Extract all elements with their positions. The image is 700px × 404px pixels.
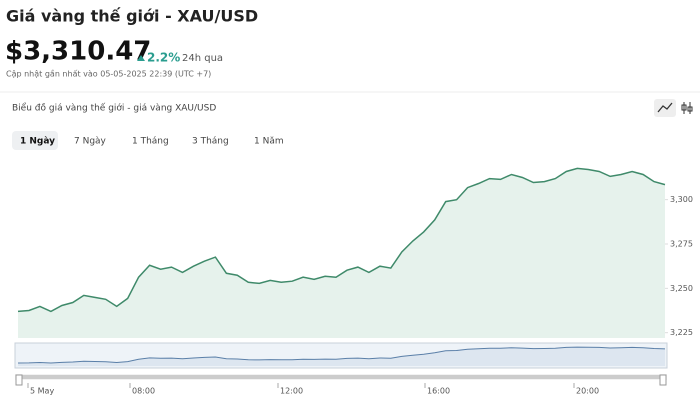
navigator-line: [17, 346, 666, 364]
navigator-label: 16:00: [427, 387, 450, 396]
up-arrow: [137, 55, 145, 61]
candle-icon[interactable]: [681, 102, 693, 114]
tab[interactable]: 1 Tháng: [132, 137, 169, 147]
navigator-label: 5 May: [30, 387, 54, 396]
navigator-label: 12:00: [280, 387, 303, 396]
navigator-label: 20:00: [576, 387, 599, 396]
tab[interactable]: 1 Năm: [254, 137, 284, 147]
card-title: Biểu đồ giá vàng thế giới - giá vàng XAU…: [12, 103, 216, 114]
period: 24h qua: [182, 53, 223, 64]
page-title: Giá vàng thế giới - XAU/USD: [6, 7, 258, 26]
tab-active-bg[interactable]: [12, 131, 58, 150]
line-icon[interactable]: [657, 102, 673, 113]
scrollbar-thumb[interactable]: [16, 375, 666, 379]
handle-right[interactable]: [659, 374, 667, 386]
y-tick-label: 3,225: [670, 328, 693, 337]
navigator-area: [18, 347, 665, 366]
chart: 3,225 3,250 3,275 3,300: [17, 167, 693, 338]
tab[interactable]: 3 Tháng: [192, 137, 229, 147]
y-tick-label: 3,275: [670, 240, 693, 249]
y-tick-label: 3,250: [670, 284, 693, 293]
tabs: 1 Ngày 7 Ngày 1 Tháng 3 Tháng 1 Năm: [12, 131, 284, 150]
navigator-label: 08:00: [132, 387, 155, 396]
chart-type-icons[interactable]: [654, 99, 693, 117]
updated: Cập nhật gần nhất vào 05-05-2025 22:39 (…: [6, 69, 211, 80]
area: [18, 168, 665, 338]
y-tick-label: 3,300: [670, 195, 693, 204]
change: 2.2%: [147, 51, 180, 65]
tab[interactable]: 7 Ngày: [74, 137, 107, 147]
tab[interactable]: 1 Ngày: [20, 137, 55, 147]
price: $3,310.47: [5, 37, 151, 67]
line: [17, 167, 666, 313]
handle-left[interactable]: [15, 374, 23, 386]
